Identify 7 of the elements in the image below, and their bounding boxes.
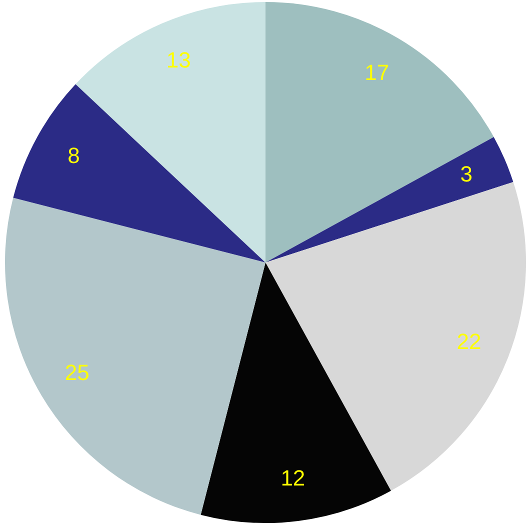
data-label: 25 <box>64 360 90 385</box>
data-label: 8 <box>68 143 80 168</box>
data-label: 3 <box>460 162 472 187</box>
data-label: 13 <box>166 48 191 73</box>
data-label: 12 <box>280 466 306 491</box>
data-label: 22 <box>456 329 482 354</box>
data-label: 17 <box>364 60 390 86</box>
